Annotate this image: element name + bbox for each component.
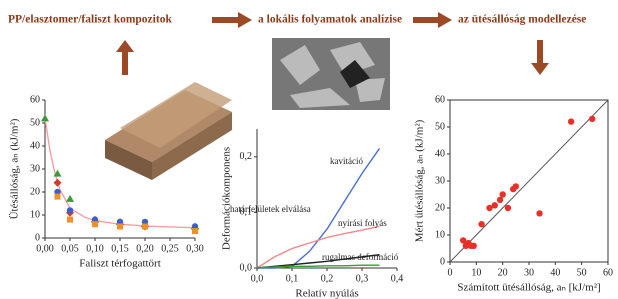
y-tick-label: 0,2 xyxy=(240,151,253,162)
arrow xyxy=(531,40,549,75)
marker xyxy=(67,217,73,223)
marker xyxy=(66,195,74,202)
marker xyxy=(117,224,123,230)
x-tick-label: 50 xyxy=(577,267,587,278)
x-tick-label: 0,4 xyxy=(391,273,404,284)
marker xyxy=(513,183,519,189)
y-tick-label: 0,0 xyxy=(240,262,253,273)
y-tick-label: 30 xyxy=(30,163,40,174)
flow-step: PP/elasztomer/faliszt kompozitok xyxy=(8,14,172,26)
marker xyxy=(92,221,98,227)
line-label: nyírási folyás xyxy=(338,218,387,228)
marker xyxy=(142,224,148,230)
figure: PP/elasztomer/faliszt kompozitok a lokál… xyxy=(0,0,618,299)
x-tick-label: 40 xyxy=(550,267,560,278)
x-tick-label: 0,05 xyxy=(61,243,79,254)
flow-step: a lokális folyamatok analízise xyxy=(258,14,402,26)
x-tick-label: 0,30 xyxy=(186,243,204,254)
x-tick-label: 20 xyxy=(498,267,508,278)
x-tick-label: 0,25 xyxy=(161,243,179,254)
line-label: rugalmas deformáció xyxy=(322,252,399,262)
x-tick-label: 60 xyxy=(603,267,613,278)
x-axis-label: Számított ütésállóság, aₙ [kJ/m²] xyxy=(457,282,600,294)
marker xyxy=(471,243,477,249)
x-tick-label: 0,1 xyxy=(286,273,299,284)
x-tick-label: 30 xyxy=(524,267,534,278)
y-tick-label: 10 xyxy=(435,229,445,240)
line-label: határfelületek elválása xyxy=(230,204,311,214)
x-tick-label: 0,3 xyxy=(356,273,369,284)
marker xyxy=(478,221,484,227)
y-tick-label: 20 xyxy=(30,186,40,197)
x-tick-label: 0,20 xyxy=(136,243,154,254)
x-axis-label: Faliszt térfogattört xyxy=(79,258,161,270)
y-axis-label: Deformációkomponens xyxy=(221,147,233,250)
y-tick-label: 50 xyxy=(435,121,445,132)
y-tick-label: 60 xyxy=(30,94,40,105)
y-tick-label: 0 xyxy=(440,256,445,267)
arrow xyxy=(212,12,252,28)
x-tick-label: 0,00 xyxy=(36,243,54,254)
marker xyxy=(192,228,198,234)
wood-board-image xyxy=(105,82,232,180)
marker xyxy=(568,118,574,124)
y-tick-label: 50 xyxy=(30,117,40,128)
x-tick-label: 0,15 xyxy=(111,243,129,254)
arrow xyxy=(116,40,134,75)
x-axis-label: Relatív nyúlás xyxy=(295,288,358,299)
x-tick-label: 0,0 xyxy=(251,273,264,284)
x-tick-label: 0,10 xyxy=(86,243,104,254)
marker xyxy=(499,191,505,197)
y-tick-label: 10 xyxy=(30,209,40,220)
marker xyxy=(536,210,542,216)
marker xyxy=(492,202,498,208)
marker xyxy=(54,179,62,187)
x-tick-label: 0 xyxy=(448,267,453,278)
y-axis-label: Mért ütésállóság, aₙ (kJ/m²) xyxy=(414,119,426,242)
y-tick-label: 60 xyxy=(435,94,445,105)
marker xyxy=(67,207,73,213)
y-axis-label: Ütésállóság, aₙ (kJ/m²) xyxy=(9,118,21,219)
flow-step: az ütésállóság modellezése xyxy=(458,14,586,26)
sem-image xyxy=(272,38,390,110)
y-tick-label: 0 xyxy=(35,232,40,243)
marker xyxy=(41,114,49,121)
line-label: kavitáció xyxy=(330,156,363,166)
x-tick-label: 0,2 xyxy=(321,273,334,284)
marker xyxy=(589,116,595,122)
arrow xyxy=(413,12,452,28)
marker xyxy=(505,205,511,211)
marker xyxy=(55,194,61,200)
reference-line xyxy=(450,100,608,262)
y-tick-label: 30 xyxy=(435,175,445,186)
y-tick-label: 40 xyxy=(30,140,40,151)
y-tick-label: 20 xyxy=(435,202,445,213)
x-tick-label: 10 xyxy=(471,267,481,278)
y-tick-label: 40 xyxy=(435,148,445,159)
